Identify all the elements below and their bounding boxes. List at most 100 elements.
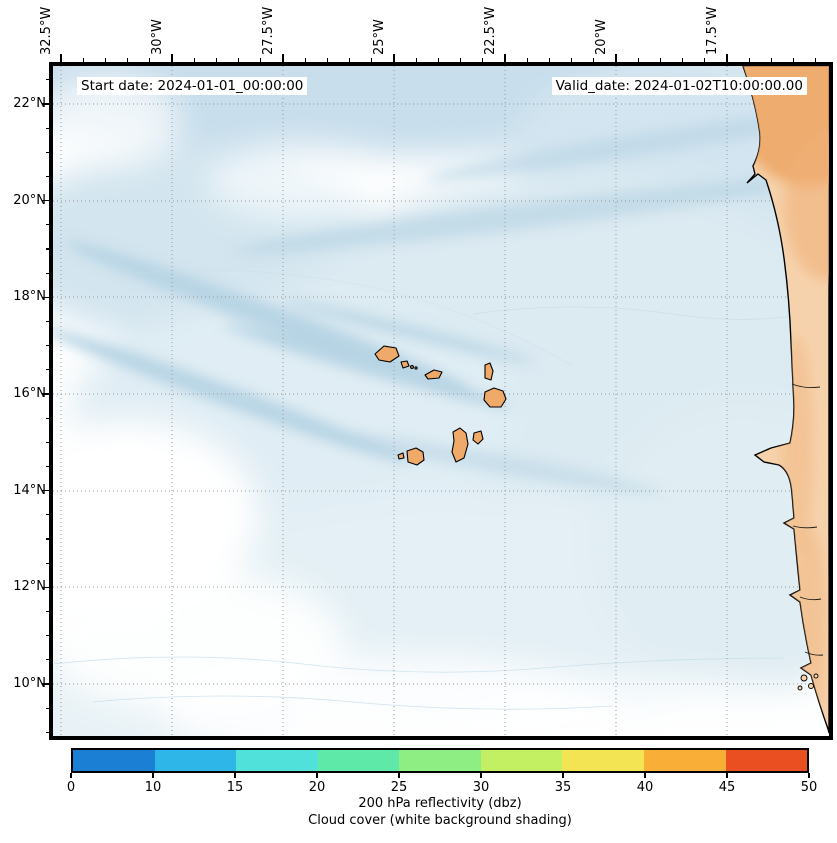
x-axis-minor-tick: [60, 58, 62, 62]
x-axis-minor-tick: [215, 58, 217, 62]
cape-verde-islands: [374, 345, 507, 466]
y-axis-minor-tick: [46, 514, 50, 516]
colorbar-tick-label: 45: [718, 780, 736, 795]
y-axis-minor-tick: [46, 127, 50, 129]
colorbar-tick-mark: [70, 773, 72, 778]
colorbar-tick-label: 25: [390, 780, 408, 795]
x-axis-minor-tick: [526, 58, 528, 62]
y-axis-minor-tick: [46, 683, 50, 685]
x-axis-minor-tick: [171, 58, 173, 62]
y-axis-minor-tick: [46, 490, 50, 492]
y-axis-minor-tick: [46, 417, 50, 419]
colorbar-tick-label: 40: [636, 780, 654, 795]
bijagos-islands: [797, 673, 819, 691]
colorbar-tick-label: 20: [308, 780, 326, 795]
y-axis-minor-tick: [46, 635, 50, 637]
cloud-contour-lines: [53, 269, 829, 710]
x-axis-minor-tick: [149, 58, 151, 62]
rivers: [791, 383, 824, 656]
colorbar-segment: [562, 750, 644, 771]
x-axis-minor-tick: [504, 58, 506, 62]
x-axis-minor-tick: [593, 58, 595, 62]
island-santo-antao: [374, 345, 400, 363]
x-axis-minor-tick: [82, 58, 84, 62]
y-axis-minor-tick: [46, 659, 50, 661]
x-axis-minor-tick: [415, 58, 417, 62]
x-axis-tick-label: 22.5°W: [482, 6, 498, 55]
colorbar-tick-label: 50: [800, 780, 818, 795]
x-axis-minor-tick: [437, 58, 439, 62]
island-santa-luzia: [410, 365, 414, 369]
colorbar-tick-mark: [398, 773, 400, 778]
y-axis-minor-tick: [46, 151, 50, 153]
colorbar-tick-mark: [644, 773, 646, 778]
colorbar-tick-mark: [808, 773, 810, 778]
x-axis-tick-label: 17.5°W: [704, 6, 720, 55]
x-axis-minor-tick: [282, 58, 284, 62]
islet: [414, 366, 418, 370]
island-boa-vista: [483, 387, 507, 408]
y-axis-minor-tick: [46, 296, 50, 298]
colorbar-label: 200 hPa reflectivity (dbz): [358, 796, 522, 811]
y-axis-minor-tick: [46, 345, 50, 347]
x-axis-minor-tick: [393, 58, 395, 62]
y-axis-tick-label: 16°N: [13, 386, 46, 401]
island-sao-vicente: [400, 360, 410, 369]
colorbar-tick-label: 30: [472, 780, 490, 795]
x-axis-tick-label: 27.5°W: [260, 6, 276, 55]
x-axis-minor-tick: [726, 58, 728, 62]
y-axis-tick-label: 12°N: [13, 579, 46, 595]
colorbar: [71, 748, 809, 773]
gridlines: [53, 66, 829, 736]
island-sao-nicolau: [424, 369, 443, 380]
colorbar-tick-label: 0: [66, 780, 76, 795]
x-axis-minor-tick: [127, 58, 129, 62]
colorbar-tick-mark: [234, 773, 236, 778]
y-axis-minor-tick: [46, 562, 50, 564]
colorbar-tick-labels: 0 10 15 20 25 30 35 40 45 50: [67, 780, 817, 796]
y-axis-minor-tick: [46, 175, 50, 178]
y-axis-minor-tick: [46, 200, 50, 202]
y-axis-minor-tick: [46, 586, 50, 588]
colorbar-tick-label: 10: [144, 780, 162, 795]
colorbar-tick-label: 35: [554, 780, 572, 795]
y-axis-tick-label: 10°N: [13, 676, 46, 691]
y-axis-minor-tick: [46, 320, 50, 323]
x-axis-minor-tick: [682, 58, 684, 62]
colorbar-sublabel: Cloud cover (white background shading): [308, 813, 572, 828]
x-axis-minor-tick: [748, 58, 750, 62]
colorbar-segment: [480, 750, 563, 771]
colorbar-tick-mark: [152, 773, 154, 778]
y-axis-minor-tick: [46, 538, 50, 540]
colorbar-segment: [725, 750, 808, 771]
x-axis-tick-label: 20°W: [593, 19, 609, 55]
x-axis-minor-tick: [193, 58, 195, 62]
y-axis-minor-tick: [46, 731, 50, 733]
island-sal: [484, 362, 494, 381]
y-axis-minor-tick: [46, 369, 50, 371]
x-axis-minor-tick: [238, 58, 240, 62]
x-axis-minor-tick: [659, 58, 661, 62]
valid-date-annotation: Valid_date: 2024-01-02T10:00:00.00: [551, 77, 807, 95]
x-axis-tick-label: 32.5°W: [38, 6, 54, 55]
y-axis-tick-label: 14°N: [13, 482, 46, 498]
x-axis-minor-tick: [770, 58, 772, 62]
x-axis-minor-tick: [482, 58, 484, 62]
y-axis-minor-tick: [46, 248, 50, 250]
island-maio: [472, 430, 484, 445]
map-canvas: [53, 66, 829, 736]
x-axis-minor-tick: [793, 58, 795, 62]
start-date-annotation: Start date: 2024-01-01_00:00:00: [77, 77, 308, 95]
x-axis-minor-tick: [615, 58, 617, 62]
x-axis-minor-tick: [815, 58, 817, 62]
y-axis-minor-tick: [46, 707, 50, 709]
colorbar-tick-label: 15: [226, 780, 244, 795]
x-axis-minor-tick: [704, 58, 706, 62]
y-axis-minor-tick: [46, 272, 50, 274]
x-axis-minor-tick: [104, 58, 106, 62]
cloud-shading: [53, 66, 829, 736]
island-fogo: [406, 447, 425, 466]
y-axis-minor-tick: [46, 79, 50, 81]
y-axis-minor-tick: [46, 393, 50, 395]
